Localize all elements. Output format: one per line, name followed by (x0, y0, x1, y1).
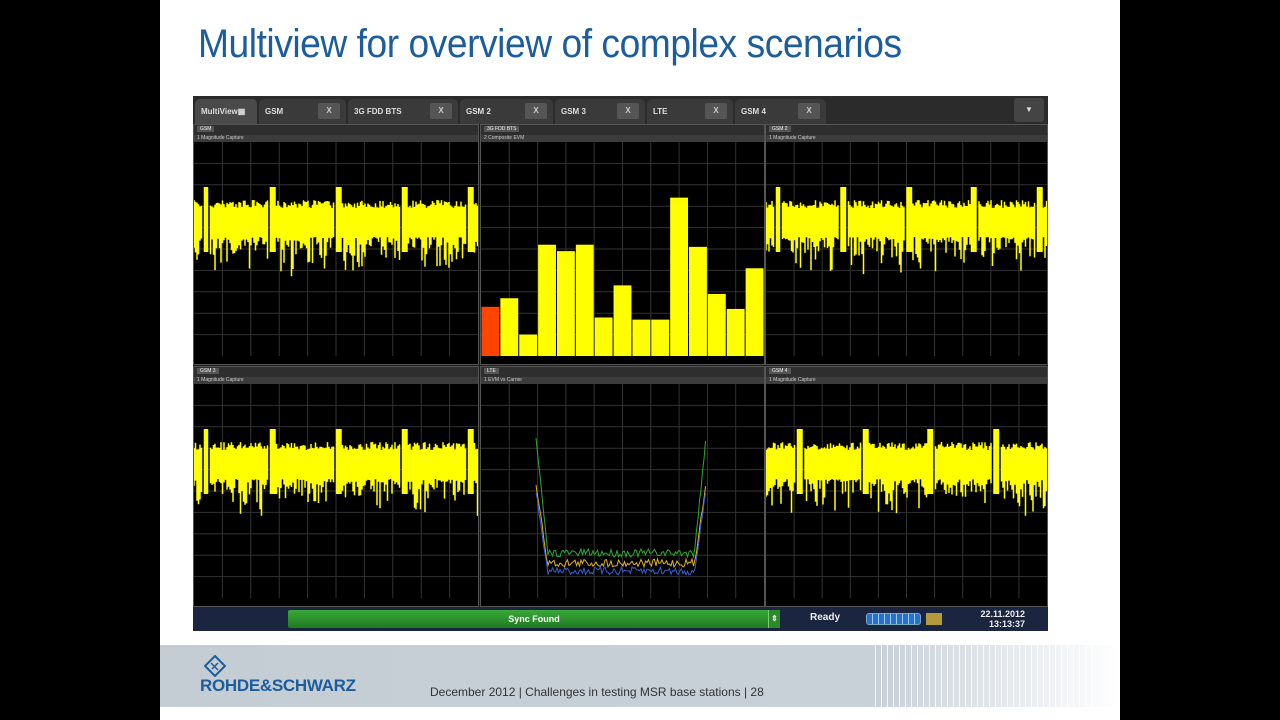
spectrum-trace (535, 492, 706, 577)
plot-area (766, 384, 1047, 598)
panel-name: 3G FDD BTS (484, 126, 520, 132)
panel-subtitle: 1 Magnitude Capture (194, 135, 478, 142)
time: 13:13:37 (988, 619, 1025, 629)
tab-label: 3G FDD BTS (354, 107, 402, 116)
panel-name: GSM (197, 126, 215, 132)
tab-3g-fdd-bts[interactable]: 3G FDD BTS X (348, 99, 458, 124)
panel-gsm-3[interactable]: GSM 3 1 Magnitude Capture (193, 366, 479, 607)
panel-header: GSM 4 (766, 367, 1047, 377)
tab-label: GSM 4 (741, 107, 766, 116)
tab-bar: MultiView ▦ GSM X 3G FDD BTS X GSM 2 X GSM 3 X LT… (193, 96, 1008, 124)
panel-subtitle: 2 Composite EVM (481, 135, 764, 142)
close-tab-button[interactable]: X (430, 103, 452, 119)
panel-header: LTE (481, 367, 764, 377)
tab-multiview[interactable]: MultiView ▦ (195, 99, 257, 124)
instrument-screen: MultiView ▦ GSM X 3G FDD BTS X GSM 2 X GSM 3 X LT… (193, 96, 1048, 631)
tab-gsm[interactable]: GSM X (259, 99, 346, 124)
tab-lte[interactable]: LTE X (647, 99, 733, 124)
datetime: 22.11.2012 13:13:37 (963, 609, 1025, 629)
panel-subtitle: 1 Magnitude Capture (766, 135, 1047, 142)
magnitude-trace (194, 429, 478, 516)
panel-gsm-4[interactable]: GSM 4 1 Magnitude Capture (765, 366, 1048, 607)
plot-area (194, 384, 478, 598)
logo: ROHDE&SCHWARZ (200, 676, 356, 695)
bar-slot-13 (726, 308, 745, 356)
progress-bar (866, 613, 921, 625)
updown-arrow-icon[interactable]: ⇕ (768, 610, 780, 628)
bar-slot-1 (500, 298, 519, 356)
magnitude-trace (194, 187, 478, 277)
dropdown-arrow-icon[interactable]: ▼ (1014, 98, 1044, 122)
panel-name: GSM 3 (197, 368, 219, 374)
sync-status[interactable]: Sync Found ⇕ (288, 610, 780, 628)
plot-area (194, 142, 478, 356)
slide: Multiview for overview of complex scenar… (160, 0, 1120, 720)
bar-slot-2 (519, 334, 538, 356)
logo-diamond-icon (204, 655, 226, 677)
grid-icon: ▦ (237, 107, 246, 116)
panel-gsm-2[interactable]: GSM 2 1 Magnitude Capture (765, 124, 1048, 365)
ready-status: Ready (810, 612, 841, 623)
panel-name: GSM 2 (769, 126, 791, 132)
tab-label: GSM 2 (466, 107, 491, 116)
spectrum-trace (535, 438, 706, 559)
spectrum-trace (535, 484, 706, 569)
magnitude-trace (766, 429, 1047, 516)
panel-subtitle: 1 EVM vs Carrier (481, 377, 764, 384)
footer-text: December 2012 | Challenges in testing MS… (430, 685, 764, 699)
tab-label: GSM (265, 107, 284, 116)
magnitude-trace (766, 187, 1047, 275)
panel-header: GSM (194, 125, 478, 135)
tab-label: GSM 3 (561, 107, 586, 116)
bar-slot-4 (556, 251, 575, 356)
panel-name: GSM 4 (769, 368, 791, 374)
bar-slot-5 (575, 244, 594, 356)
panel-3g-fdd-bts[interactable]: 3G FDD BTS 2 Composite EVM (480, 124, 765, 365)
panel-name: LTE (484, 368, 499, 374)
keyboard-icon[interactable] (926, 613, 942, 625)
tab-label: MultiView (201, 107, 238, 116)
panel-subtitle: 1 Magnitude Capture (194, 377, 478, 384)
close-tab-button[interactable]: X (525, 103, 547, 119)
panel-header: GSM 2 (766, 125, 1047, 135)
bar-slot-14 (745, 268, 764, 356)
bar-slot-7 (613, 285, 632, 356)
bar-slot-8 (632, 319, 651, 356)
tab-label: LTE (653, 107, 668, 116)
panel-subtitle: 1 Magnitude Capture (766, 377, 1047, 384)
panel-lte[interactable]: LTE 1 EVM vs Carrier (480, 366, 765, 607)
tab-gsm-2[interactable]: GSM 2 X (460, 99, 553, 124)
panel-header: 3G FDD BTS (481, 125, 764, 135)
bar-slot-3 (538, 244, 556, 356)
bar-slot-0 (481, 306, 500, 356)
close-tab-button[interactable]: X (705, 103, 727, 119)
date: 22.11.2012 (980, 609, 1025, 619)
status-bar: Sync Found ⇕ Ready 22.11.2012 13:13:37 (193, 607, 1048, 631)
bar-slot-12 (707, 293, 726, 356)
tab-gsm-3[interactable]: GSM 3 X (555, 99, 645, 124)
bar-slot-9 (651, 319, 670, 356)
slide-title: Multiview for overview of complex scenar… (198, 22, 902, 66)
plot-area (481, 142, 764, 356)
plot-area (766, 142, 1047, 356)
close-tab-button[interactable]: X (798, 103, 820, 119)
footer: ROHDE&SCHWARZ December 2012 | Challenges… (160, 645, 1120, 707)
close-tab-button[interactable]: X (318, 103, 340, 119)
bar-slot-10 (670, 197, 689, 356)
panel-header: GSM 3 (194, 367, 478, 377)
close-tab-button[interactable]: X (617, 103, 639, 119)
plot-area (481, 384, 764, 598)
panel-gsm[interactable]: GSM 1 Magnitude Capture (193, 124, 479, 365)
tab-gsm-4[interactable]: GSM 4 X (735, 99, 826, 124)
bar-slot-6 (594, 317, 613, 356)
sync-label: Sync Found (508, 614, 560, 624)
decorative-stripes (875, 645, 1095, 707)
bar-slot-11 (689, 246, 707, 356)
